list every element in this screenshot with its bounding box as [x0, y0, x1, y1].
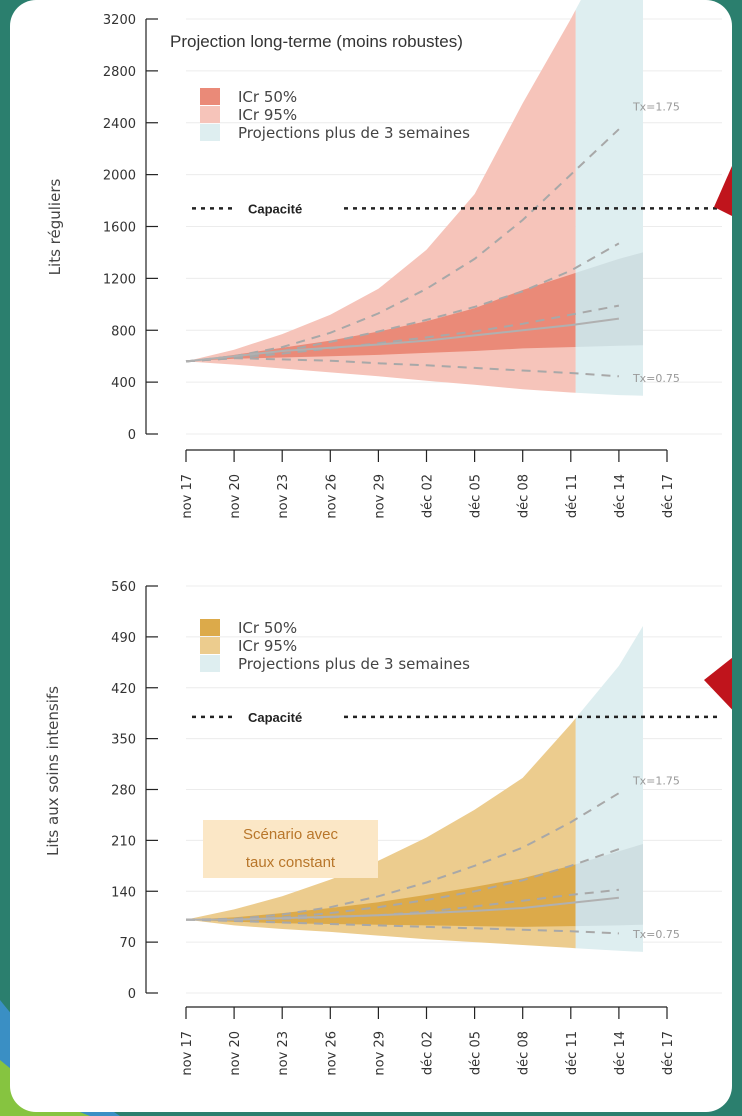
y-tick-label: 0 — [128, 428, 136, 443]
scenario-line — [185, 304, 620, 363]
x-tick-label: nov 26 — [324, 1031, 339, 1076]
x-tick-label: déc 17 — [661, 474, 676, 518]
red-arrow-bottom — [704, 657, 732, 710]
legend-label: ICr 95% — [238, 637, 297, 655]
median-line — [186, 896, 620, 921]
y-tick-label: 1200 — [103, 272, 136, 287]
x-tick-label: déc 11 — [565, 474, 580, 518]
red-arrow-top — [714, 166, 732, 216]
y-tick-label: 400 — [111, 376, 136, 391]
x-tick-label: nov 29 — [372, 1031, 387, 1076]
scenario-line-2: taux constant — [245, 854, 336, 871]
legend-swatch — [200, 637, 220, 654]
scenario-label: Tx=0.75 — [632, 372, 680, 385]
legend-swatch — [200, 88, 220, 105]
y-tick-label: 2000 — [103, 169, 136, 184]
median-line — [185, 317, 620, 363]
x-tick-label: déc 14 — [613, 1031, 628, 1075]
y-tick-label: 3200 — [103, 13, 136, 28]
scenario-line — [185, 357, 619, 378]
x-tick-label: déc 08 — [517, 1031, 532, 1075]
y-tick-label: 420 — [111, 682, 136, 697]
legend-label: Projections plus de 3 semaines — [238, 655, 470, 673]
y-tick-label: 2800 — [103, 65, 136, 80]
legend-label: ICr 50% — [238, 88, 297, 106]
scenario-label: Tx=0.75 — [632, 928, 680, 941]
y-axis-title: Lits aux soins intensifs — [44, 686, 62, 856]
chart-title: Projection long-terme (moins robustes) — [170, 32, 463, 51]
x-tick-label: nov 20 — [228, 1031, 243, 1076]
x-tick-label: nov 20 — [228, 474, 243, 519]
scenario-line — [185, 792, 620, 921]
legend-swatch — [200, 124, 220, 141]
bottom-chart: Tx=1.75 Tx=0.75 Capacité 0 70 140 210 280 350 420… — [44, 580, 722, 1076]
y-tick-label: 280 — [111, 784, 136, 799]
y-tick-label: 140 — [111, 885, 136, 900]
x-tick-label: nov 26 — [324, 474, 339, 519]
y-tick-label: 1600 — [103, 221, 136, 236]
projection-ci50 — [575, 844, 643, 927]
scenario-line — [185, 128, 620, 363]
y-tick-label: 560 — [111, 580, 136, 595]
scenario-line — [185, 918, 619, 935]
legend-swatch — [200, 619, 220, 636]
x-tick-label: déc 05 — [469, 1031, 484, 1075]
capacity-label: Capacité — [248, 201, 302, 216]
y-tick-label: 0 — [128, 987, 136, 1002]
x-tick-label: déc 08 — [517, 474, 532, 518]
scenario-line-1: Scénario avec — [242, 826, 339, 843]
legend-label: Projections plus de 3 semaines — [238, 124, 470, 142]
scenario-label: Tx=1.75 — [632, 774, 680, 787]
y-axis-title: Lits réguliers — [46, 179, 64, 276]
x-tick-label: nov 23 — [276, 1031, 291, 1076]
plot-area — [185, 585, 722, 994]
x-tick-label: nov 17 — [180, 1031, 195, 1076]
chart-card: Tx=1.75 Tx=0.75 Capacité 0 400 800 1200 1600 200… — [10, 0, 732, 1112]
x-tick-label: déc 02 — [421, 474, 436, 518]
legend-label: ICr 50% — [238, 619, 297, 637]
legend-swatch — [200, 655, 220, 672]
scenario-label: Tx=1.75 — [632, 101, 680, 114]
x-tick-label: déc 17 — [661, 1031, 676, 1075]
scenario-annotation: Scénario avec taux constant — [203, 820, 378, 878]
y-tick-label: 210 — [111, 834, 136, 849]
y-tick-label: 490 — [111, 631, 136, 646]
y-tick-label: 350 — [111, 733, 136, 748]
x-tick-label: déc 05 — [469, 474, 484, 518]
x-tick-label: déc 11 — [565, 1031, 580, 1075]
x-tick-label: nov 29 — [372, 474, 387, 519]
y-tick-label: 800 — [111, 324, 136, 339]
x-tick-label: nov 23 — [276, 474, 291, 519]
plot-area — [185, 0, 722, 435]
capacity-label: Capacité — [248, 710, 302, 725]
x-tick-label: déc 14 — [613, 474, 628, 518]
legend-label: ICr 95% — [238, 106, 297, 124]
y-tick-label: 2400 — [103, 117, 136, 132]
x-tick-label: déc 02 — [421, 1031, 436, 1075]
ci50-band — [186, 272, 576, 362]
x-tick-label: nov 17 — [180, 474, 195, 519]
y-tick-label: 70 — [119, 936, 136, 951]
projection-ci50 — [575, 252, 643, 347]
top-chart: Tx=1.75 Tx=0.75 Capacité 0 400 800 1200 1600 200… — [46, 0, 722, 519]
legend-swatch — [200, 106, 220, 123]
ci95-band — [186, 9, 576, 393]
